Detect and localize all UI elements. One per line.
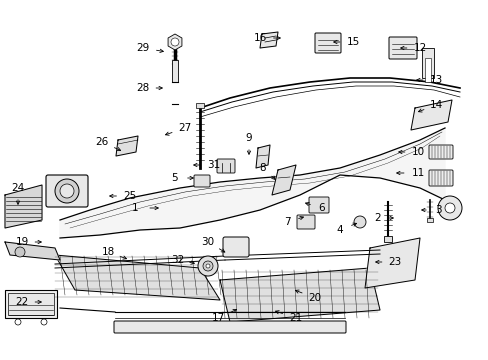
Text: 8: 8 [259,163,266,173]
Polygon shape [220,268,379,322]
Polygon shape [5,242,60,260]
Text: 29: 29 [136,43,149,53]
Text: 23: 23 [387,257,401,267]
Text: 28: 28 [136,83,149,93]
Circle shape [353,216,365,228]
FancyBboxPatch shape [296,215,314,229]
FancyBboxPatch shape [388,37,416,59]
Text: 25: 25 [123,191,136,201]
Text: 31: 31 [207,160,220,170]
Text: 32: 32 [171,255,184,265]
Text: 16: 16 [253,33,266,43]
Polygon shape [5,185,42,228]
Text: 21: 21 [289,313,302,323]
Polygon shape [116,136,138,156]
Text: 17: 17 [211,313,224,323]
Circle shape [205,264,209,268]
Polygon shape [260,32,278,48]
Text: 9: 9 [245,133,252,143]
Text: 20: 20 [308,293,321,303]
Text: 7: 7 [283,217,290,227]
FancyBboxPatch shape [428,170,452,186]
FancyBboxPatch shape [223,237,248,257]
Text: 3: 3 [434,205,440,215]
Polygon shape [271,165,295,195]
Text: 13: 13 [428,75,442,85]
Text: 27: 27 [178,123,191,133]
Circle shape [41,319,47,325]
Circle shape [171,38,179,46]
Circle shape [15,319,21,325]
Text: 30: 30 [201,237,214,247]
FancyBboxPatch shape [217,159,235,173]
FancyBboxPatch shape [428,145,452,159]
Bar [172,60,178,82]
FancyBboxPatch shape [114,321,346,333]
Text: 5: 5 [171,173,178,183]
Text: 19: 19 [15,237,29,247]
Circle shape [198,256,218,276]
Bar [426,218,432,222]
Text: 15: 15 [346,37,359,47]
Circle shape [437,196,461,220]
Polygon shape [55,255,220,300]
Bar [383,236,391,242]
Bar [8,293,54,315]
Text: 12: 12 [412,43,426,53]
FancyBboxPatch shape [194,175,209,187]
Polygon shape [256,145,269,168]
Text: 4: 4 [336,225,343,235]
Polygon shape [410,100,451,130]
Text: 18: 18 [101,247,114,257]
Text: 11: 11 [410,168,424,178]
Text: 1: 1 [131,203,138,213]
FancyBboxPatch shape [46,175,88,207]
Text: 14: 14 [428,100,442,110]
Text: 10: 10 [410,147,424,157]
Circle shape [60,184,74,198]
Polygon shape [60,128,444,238]
Circle shape [203,261,213,271]
Bar [421,48,433,78]
Text: 6: 6 [318,203,325,213]
Bar [5,290,57,318]
FancyBboxPatch shape [314,33,340,53]
Polygon shape [364,238,419,288]
Text: 24: 24 [11,183,24,193]
Text: 22: 22 [15,297,29,307]
Bar [424,58,430,82]
Circle shape [15,247,25,257]
Text: 26: 26 [95,137,108,147]
Text: 2: 2 [374,213,381,223]
Bar [196,103,203,108]
FancyBboxPatch shape [308,197,328,213]
Circle shape [55,179,79,203]
Circle shape [444,203,454,213]
